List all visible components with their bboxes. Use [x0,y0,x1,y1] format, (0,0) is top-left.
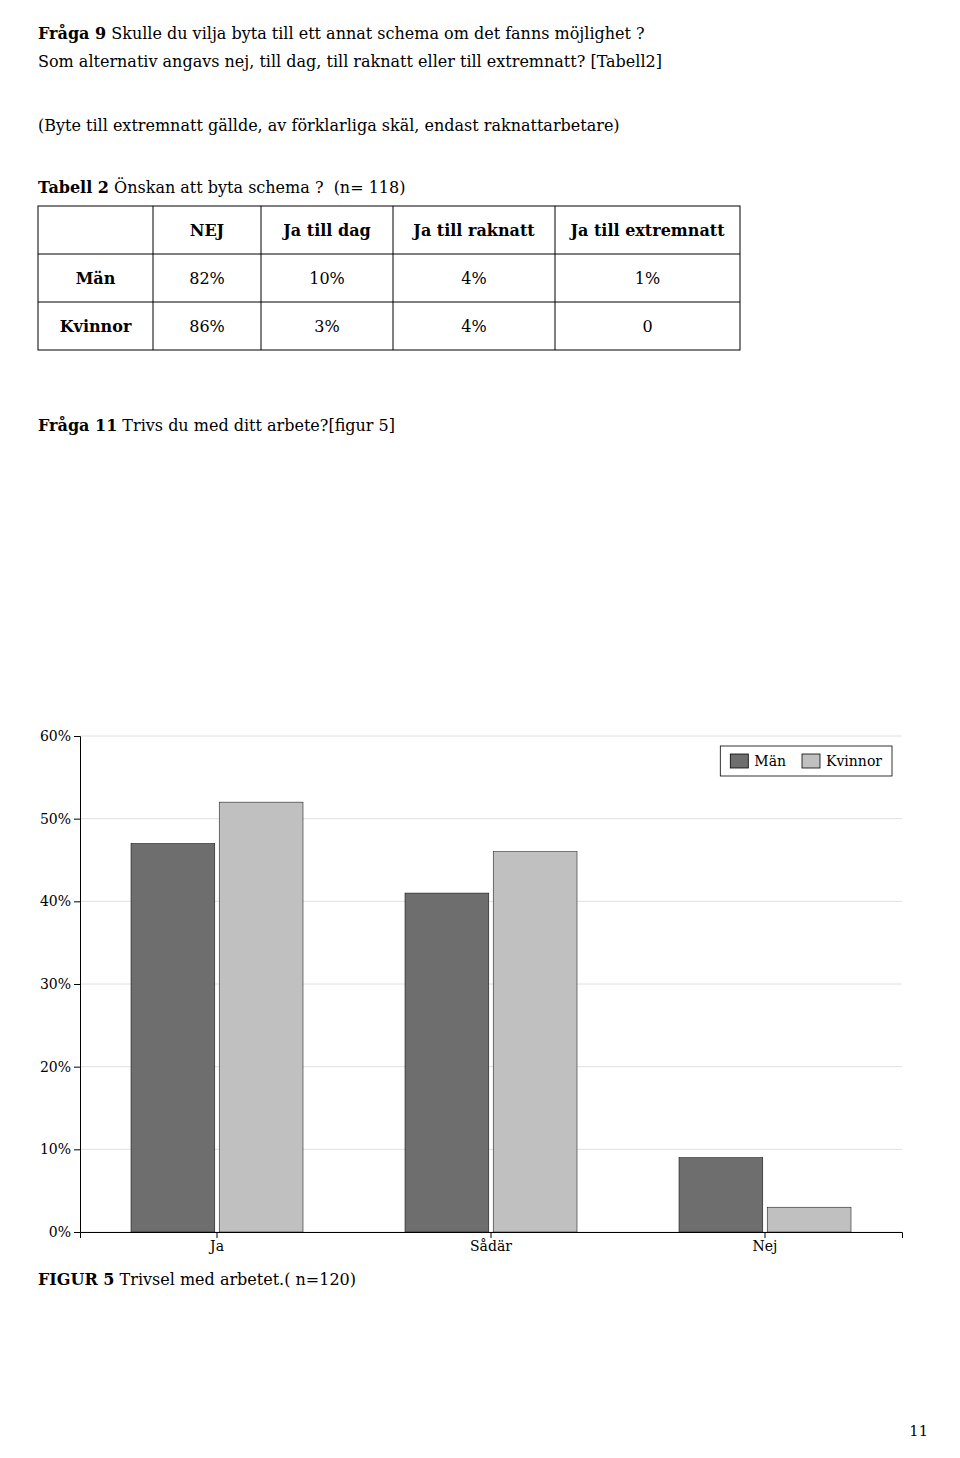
figure-caption-bold: FIGUR 5 [38,1270,114,1289]
x-axis: Ja Sådär Nej [81,1232,903,1254]
y-axis: 0% 10% 20% 30% 40% 50% 60% [40,728,81,1240]
question-heading: Fråga 9 Skulle du vilja byta till ett an… [38,23,645,43]
table-header: NEJ [190,221,224,240]
x-tick-label: Nej [753,1238,778,1254]
note: (Byte till extremnatt gällde, av förklar… [38,116,620,135]
y-tick: 10% [40,1141,80,1157]
y-tick: 60% [40,728,80,744]
question-heading-text: Skulle du vilja byta till ett annat sche… [106,24,644,43]
x-tick-label: Ja [208,1238,224,1254]
grid-line [80,736,902,737]
table-border [38,206,740,350]
y-tick-label: 0% [49,1224,71,1240]
y-tick-mark [74,984,80,985]
y-tick: 30% [40,976,80,992]
legend-label: Män [754,753,786,769]
grid [80,736,902,1232]
x-tick-label: Sådär [470,1238,512,1254]
y-tick-label: 40% [40,893,71,909]
bar [493,852,577,1232]
page-number: 11 [909,1422,928,1439]
y-tick-mark [74,1067,80,1068]
table-cell: 82% [189,269,225,288]
table-cell: 4% [461,269,486,288]
bar [131,843,215,1232]
table-header: Ja till extremnatt [568,221,725,240]
legend-swatch [802,754,820,768]
y-tick: 20% [40,1059,80,1075]
legend-frame [720,746,892,776]
table-row-line [38,302,740,303]
legend-item: Män [730,753,786,769]
bar [679,1158,763,1232]
bar [767,1207,851,1232]
table-header: Ja till raknatt [411,221,535,240]
question-heading-bold: Fråga 9 [38,23,106,43]
table-cell: 10% [309,269,345,288]
y-tick-mark [74,901,80,902]
question-heading-bold: Fråga 11 [38,415,117,435]
y-tick-mark [74,819,80,820]
table-header: Ja till dag [281,221,370,240]
y-tick-mark [74,1232,80,1233]
table-cell: 4% [461,317,486,336]
table-cell: 1% [635,269,660,288]
y-tick-label: 60% [40,728,71,744]
bar-series [219,802,851,1232]
page: Fråga 9 Skulle du vilja byta till ett an… [0,0,960,1458]
y-axis-line [74,737,81,1233]
x-tick: Ja [208,1232,224,1254]
y-tick: 40% [40,893,80,909]
question-heading-text: Trivs du med ditt arbete?[figur 5] [117,416,395,435]
chart: 0% 10% 20% 30% 40% 50% 60% Ja Sådär Nej Män Kvinnor [40,728,903,1254]
table: NEJ Ja till dag Ja till raknatt Ja till ext… [38,206,740,350]
legend: Män Kvinnor [720,746,892,776]
table-cell: 0 [642,317,652,336]
figure-caption: FIGUR 5 Trivsel med arbetet.( n=120) [38,1270,356,1289]
y-tick-label: 30% [40,976,71,992]
figure-caption-text: Trivsel med arbetet.( n=120) [114,1270,356,1289]
y-tick: 50% [40,811,80,827]
y-tick-mark [74,1149,80,1150]
table-cell: Kvinnor [60,317,132,336]
y-tick-label: 50% [40,811,71,827]
y-tick-label: 20% [40,1059,71,1075]
x-tick: Sådär [470,1232,512,1254]
x-tick: Nej [753,1232,778,1254]
table-heading-bold: Tabell 2 [38,178,109,197]
legend-label: Kvinnor [826,753,882,769]
bar [405,893,489,1232]
table-cell: Män [76,269,116,288]
table-heading: Tabell 2 Önskan att byta schema ? (n= 11… [38,177,405,197]
question-heading: Fråga 11 Trivs du med ditt arbete?[figur… [38,415,395,435]
y-tick-mark [74,736,80,737]
table-cell: 3% [314,317,339,336]
legend-swatch [730,754,748,768]
bars [131,802,851,1232]
bar [219,802,303,1232]
question-subtext: Som alternativ angavs nej, till dag, til… [38,52,662,71]
table-cell: 86% [189,317,225,336]
y-tick-label: 10% [40,1141,71,1157]
table-col-line [261,206,262,350]
table-col-line [393,206,394,350]
y-tick: 0% [49,1224,80,1240]
table-heading-text: Önskan att byta schema ? (n= 118) [109,177,405,197]
grid-line [80,818,902,819]
table-col-line [555,206,556,350]
table-col-line [153,206,154,350]
table-row-line [38,254,740,255]
legend-item: Kvinnor [802,753,882,769]
